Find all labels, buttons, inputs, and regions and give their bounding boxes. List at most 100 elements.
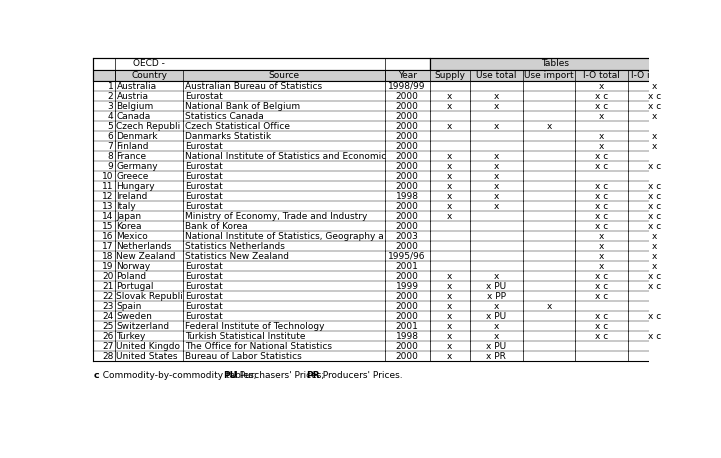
Text: x: x	[652, 142, 657, 151]
Bar	[93, 221, 681, 231]
Text: c: c	[93, 371, 99, 380]
Text: 2: 2	[107, 92, 113, 101]
Text: 24: 24	[102, 312, 113, 321]
Bar	[93, 111, 681, 121]
Text: 2003: 2003	[396, 232, 418, 241]
Text: x: x	[494, 172, 499, 181]
Bar	[93, 91, 681, 101]
Bar	[93, 262, 681, 271]
Text: x: x	[494, 152, 499, 161]
Text: Source: Source	[268, 71, 299, 80]
Text: x c: x c	[647, 282, 661, 291]
Text: 26: 26	[102, 332, 113, 341]
Text: Eurostat: Eurostat	[185, 302, 222, 311]
Text: Eurostat: Eurostat	[185, 272, 222, 281]
Text: National Institute of Statistics and Economic: National Institute of Statistics and Eco…	[185, 152, 386, 161]
Text: x: x	[447, 292, 452, 301]
Text: Statistics Canada: Statistics Canada	[185, 112, 263, 120]
Bar	[93, 341, 681, 351]
Text: x: x	[494, 162, 499, 171]
Bar	[93, 231, 681, 241]
Text: 17: 17	[102, 242, 113, 251]
Text: Eurostat: Eurostat	[185, 262, 222, 271]
Text: PR: PR	[306, 371, 320, 380]
Text: Bank of Korea: Bank of Korea	[185, 222, 247, 231]
Text: 1999: 1999	[396, 282, 419, 291]
Text: x: x	[494, 92, 499, 101]
Text: 2000: 2000	[396, 182, 418, 191]
Text: x c: x c	[595, 222, 609, 231]
Text: x: x	[599, 262, 604, 271]
Text: National Institute of Statistics, Geography a: National Institute of Statistics, Geogra…	[185, 232, 384, 241]
Bar	[93, 301, 681, 311]
Text: Korea: Korea	[117, 222, 142, 231]
Text: x c: x c	[647, 222, 661, 231]
Text: x PU: x PU	[486, 282, 506, 291]
Text: x: x	[599, 132, 604, 141]
Text: x: x	[494, 182, 499, 191]
Text: x: x	[447, 122, 452, 131]
Text: Eurostat: Eurostat	[185, 312, 222, 321]
Text: 15: 15	[102, 222, 113, 231]
Text: PU: PU	[224, 371, 237, 380]
Text: I-O import: I-O import	[632, 71, 677, 80]
Text: Tables: Tables	[541, 60, 569, 68]
Bar	[93, 271, 681, 281]
Text: Sweden: Sweden	[117, 312, 152, 321]
Bar	[93, 201, 681, 211]
Bar	[93, 58, 430, 70]
Text: Slovak Republi: Slovak Republi	[117, 292, 183, 301]
Text: x: x	[447, 332, 452, 341]
Text: x: x	[652, 242, 657, 251]
Text: x c: x c	[595, 152, 609, 161]
Text: 2000: 2000	[396, 352, 418, 361]
Text: 2000: 2000	[396, 302, 418, 311]
Text: 2000: 2000	[396, 242, 418, 251]
Text: x PP: x PP	[487, 292, 505, 301]
Bar	[93, 332, 681, 341]
Text: 2000: 2000	[396, 102, 418, 111]
Text: Turkey: Turkey	[117, 332, 146, 341]
Text: Germany: Germany	[117, 162, 158, 171]
Text: 6: 6	[107, 132, 113, 141]
Text: 1998/99: 1998/99	[389, 82, 426, 91]
Text: Turkish Statistical Institute: Turkish Statistical Institute	[185, 332, 305, 341]
Text: Greece: Greece	[117, 172, 149, 181]
Text: The Office for National Statistics: The Office for National Statistics	[185, 342, 332, 351]
Text: Year: Year	[397, 71, 417, 80]
Text: Australia: Australia	[117, 82, 156, 91]
Text: 21: 21	[102, 282, 113, 291]
Text: x: x	[652, 132, 657, 141]
Text: Eurostat: Eurostat	[185, 292, 222, 301]
Text: x c: x c	[647, 182, 661, 191]
Text: x: x	[494, 272, 499, 281]
Text: 1998: 1998	[396, 192, 419, 201]
Bar	[93, 121, 681, 131]
Text: x: x	[447, 342, 452, 351]
Text: x: x	[494, 122, 499, 131]
Bar	[93, 281, 681, 291]
Text: 2000: 2000	[396, 162, 418, 171]
Text: Use import: Use import	[524, 71, 574, 80]
Text: Hungary: Hungary	[117, 182, 155, 191]
Text: Eurostat: Eurostat	[185, 182, 222, 191]
Text: x PU: x PU	[486, 342, 506, 351]
Text: x: x	[447, 322, 452, 331]
Bar	[93, 141, 681, 151]
Text: 9: 9	[107, 162, 113, 171]
Text: x c: x c	[647, 202, 661, 211]
Text: x: x	[447, 352, 452, 361]
Text: x c: x c	[647, 162, 661, 171]
Text: 2000: 2000	[396, 312, 418, 321]
Text: 16: 16	[102, 232, 113, 241]
Text: 2000: 2000	[396, 342, 418, 351]
Text: x c: x c	[595, 162, 609, 171]
Text: Denmark: Denmark	[117, 132, 158, 141]
Text: x c: x c	[647, 312, 661, 321]
Text: x: x	[447, 162, 452, 171]
Text: Portugal: Portugal	[117, 282, 154, 291]
Bar	[93, 211, 681, 221]
Bar	[93, 131, 681, 141]
Text: x: x	[494, 322, 499, 331]
Text: x c: x c	[647, 212, 661, 221]
